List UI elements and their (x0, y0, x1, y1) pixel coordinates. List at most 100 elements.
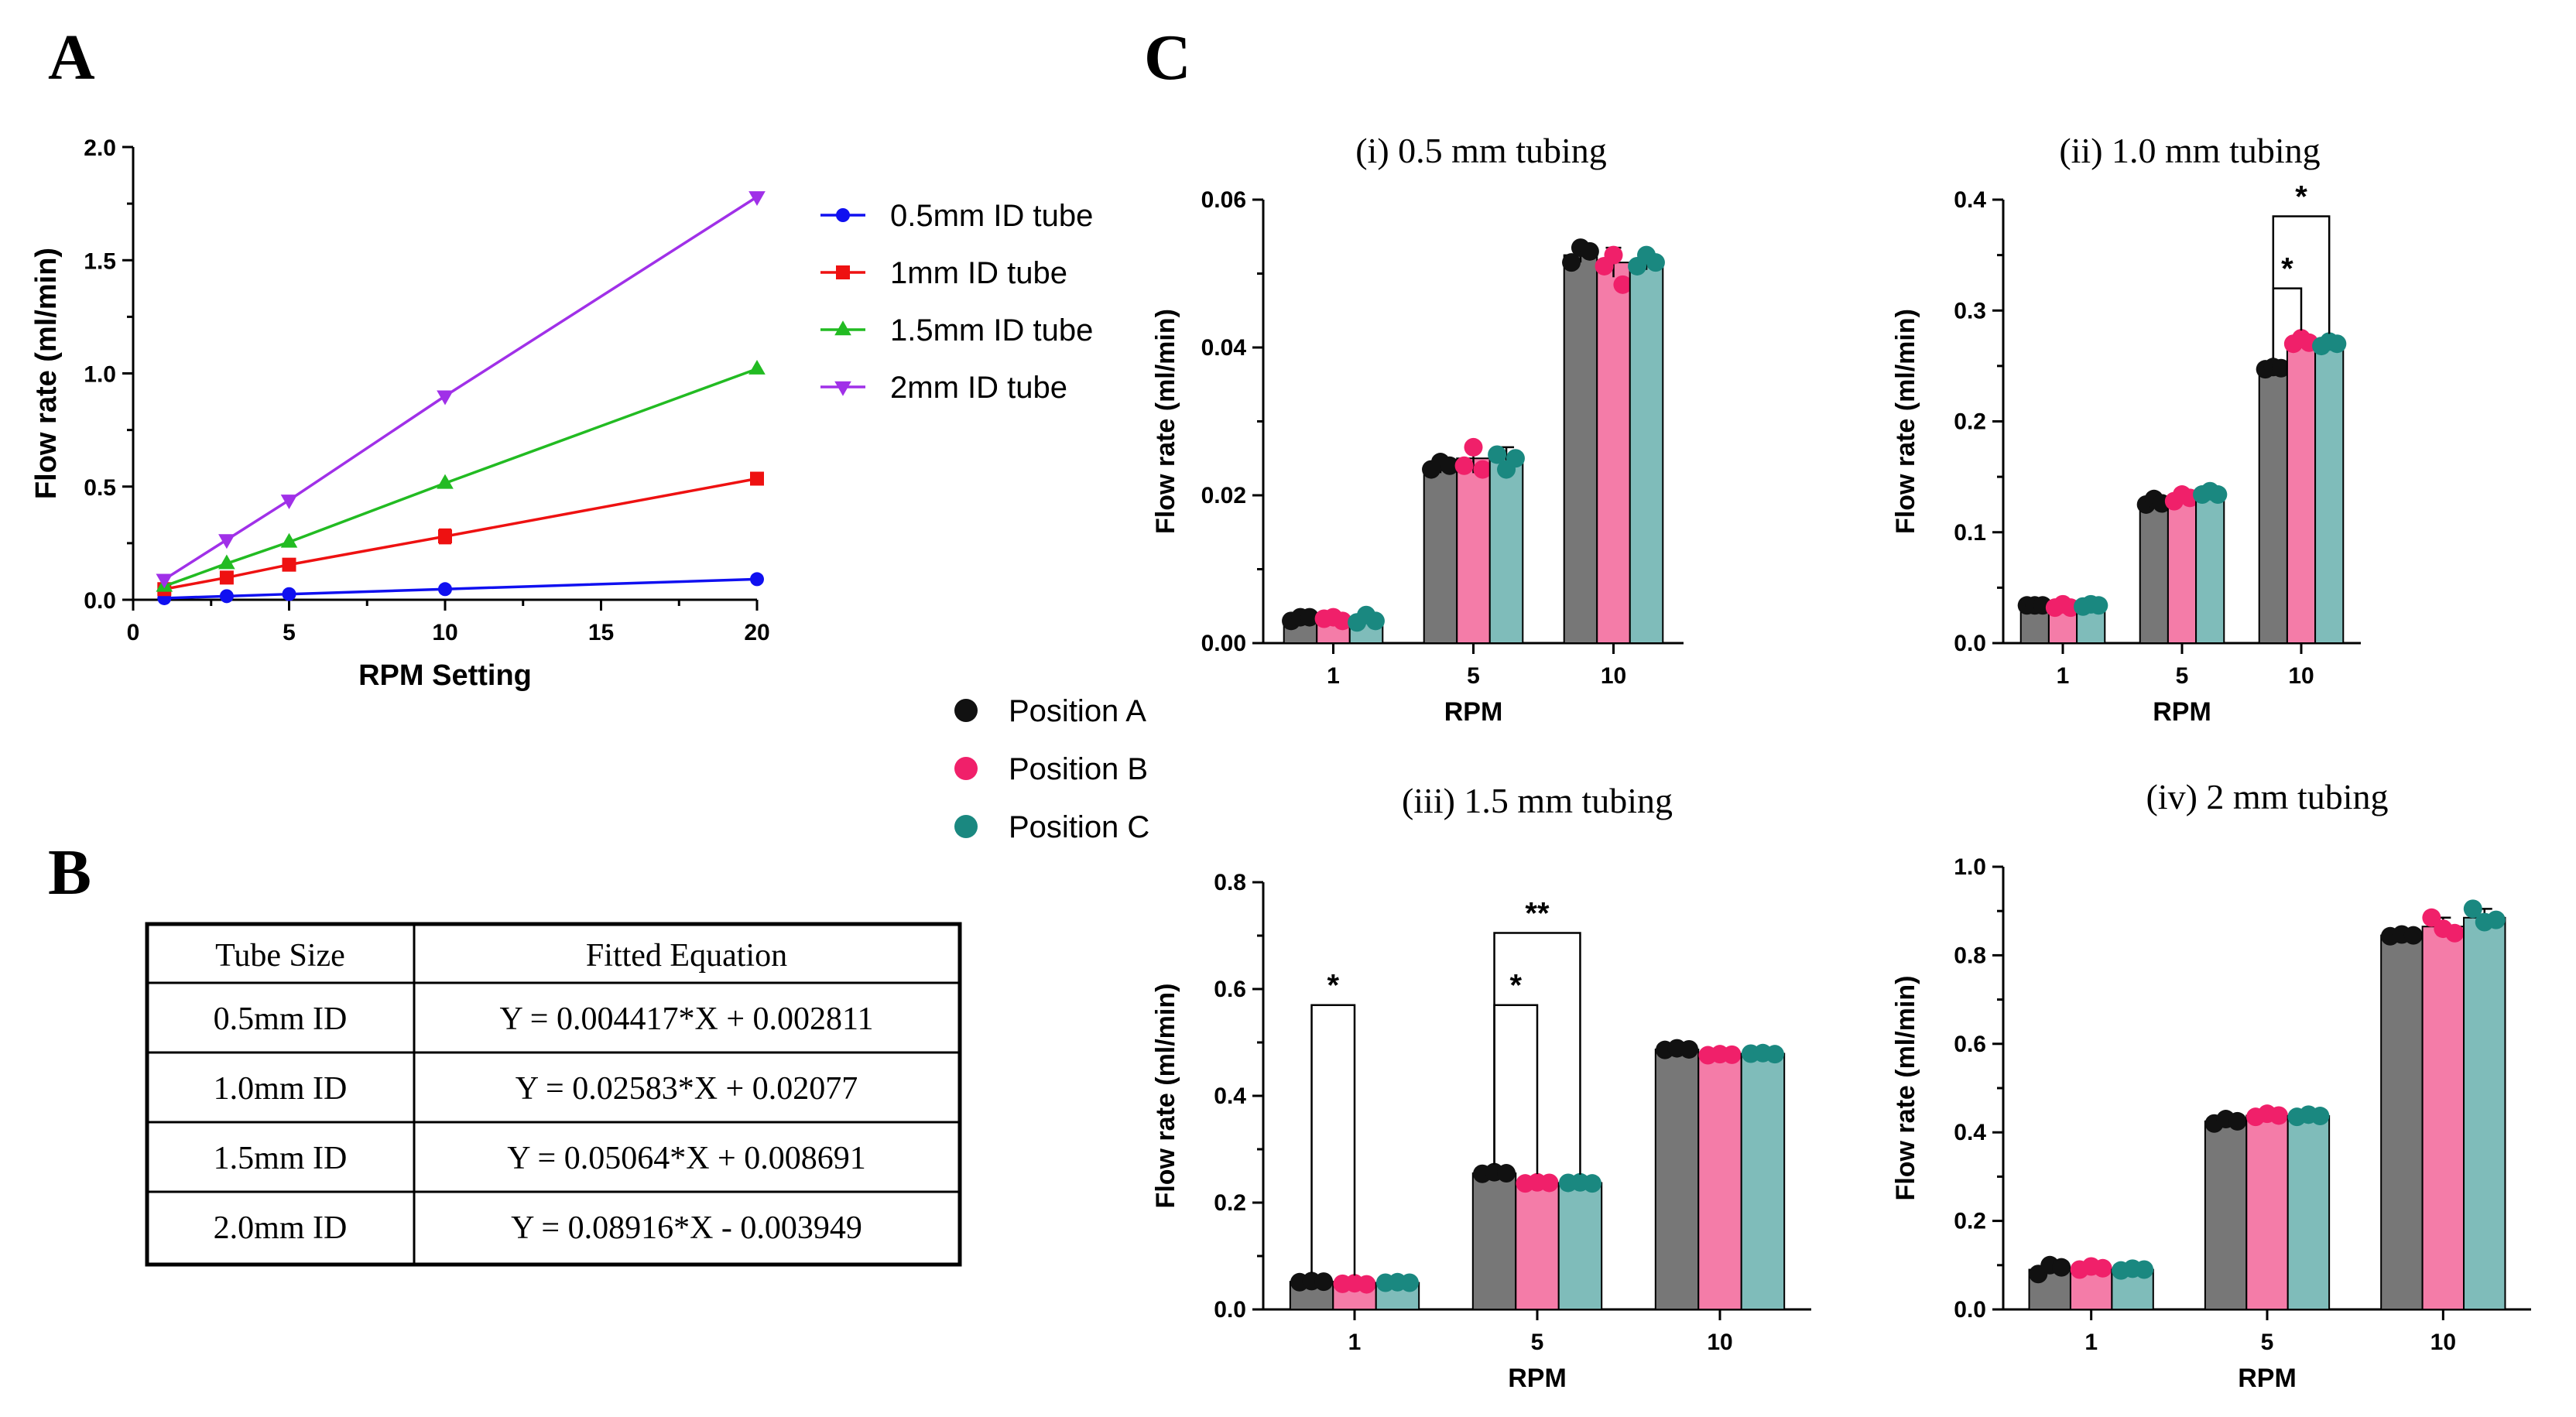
data-point (748, 191, 766, 207)
data-point (2311, 1107, 2330, 1126)
table-cell: 1.5mm ID (214, 1141, 348, 1176)
y-tick-label: 1.0 (1954, 854, 1986, 880)
data-point (2228, 1111, 2247, 1131)
data-point (1399, 1273, 1419, 1292)
y-tick-label: 0.2 (1954, 409, 1986, 435)
bar (2167, 497, 2197, 645)
data-point (282, 587, 296, 601)
data-point (1473, 460, 1492, 479)
bar (1697, 1053, 1742, 1310)
legend-label: 2mm ID tube (890, 371, 1067, 405)
data-point (1488, 445, 1507, 464)
line-chart-a: 0.0 0.5 1.0 1.5 2.0 0 5 10 15 20 RPM Setting Flow r… (30, 135, 1093, 692)
chart-title: (iii) 1.5 mm tubing (1402, 781, 1673, 820)
legend-marker-position-a (954, 699, 978, 722)
bar (1488, 457, 1524, 644)
bar (1654, 1048, 1700, 1310)
data-point (1454, 456, 1474, 475)
data-point (1680, 1039, 1699, 1059)
data-point (1497, 1164, 1516, 1183)
table-cell: 2.0mm ID (214, 1210, 348, 1246)
x-tick-label: 5 (283, 620, 296, 645)
data-point (2089, 596, 2108, 615)
bar (2258, 367, 2288, 644)
x-tick-label: 1 (1348, 1330, 1362, 1355)
x-tick-label: 10 (2430, 1330, 2456, 1355)
data-point (834, 381, 851, 396)
data-point (1440, 456, 1459, 475)
bar (2287, 1115, 2331, 1311)
y-tick-label: 0.8 (1954, 943, 1986, 968)
chart-title: (i) 0.5 mm tubing (1355, 131, 1607, 170)
legend-label: 1.5mm ID tube (890, 313, 1093, 347)
x-axis-label: RPM Setting (358, 659, 532, 692)
data-point (218, 534, 235, 549)
y-axis-label: Flow rate (ml/min) (1151, 984, 1180, 1209)
bar (1557, 1182, 1603, 1310)
data-point (280, 532, 298, 548)
bar (2286, 341, 2317, 644)
significance-bracket (1310, 1004, 1356, 1276)
series-line (163, 195, 758, 581)
bar (1596, 262, 1631, 644)
data-point (1506, 449, 1525, 468)
y-tick-label: 0.00 (1201, 631, 1246, 656)
data-point (1613, 275, 1632, 294)
y-tick-label: 0.5 (84, 475, 116, 501)
data-point (2052, 1258, 2071, 1277)
data-point (2463, 899, 2482, 919)
y-tick-label: 0.06 (1201, 187, 1246, 213)
x-tick-label: 5 (2261, 1330, 2274, 1355)
significance-bracket (2272, 215, 2331, 358)
y-tick-label: 0.2 (1954, 1209, 1986, 1234)
chart-title: (iv) 2 mm tubing (2146, 777, 2388, 816)
data-point (750, 471, 764, 486)
panel-label-a: A (48, 22, 95, 94)
data-point (1562, 253, 1581, 272)
bar (2204, 1120, 2248, 1311)
data-point (2093, 1258, 2112, 1278)
x-tick-label: 10 (1707, 1330, 1732, 1355)
y-tick-label: 0.0 (84, 588, 116, 614)
significance-label: * (1327, 969, 1339, 1003)
significance-bracket (1493, 932, 1581, 1175)
significance-label: ** (1525, 897, 1550, 931)
panel-label-c: C (1144, 22, 1191, 94)
table-cell: Y = 0.004417*X + 0.002811 (500, 1001, 874, 1037)
data-point (2271, 358, 2290, 378)
y-tick-label: 0.8 (1214, 870, 1246, 895)
legend-label: 1mm ID tube (890, 256, 1067, 290)
bar-chart-c-ii: (ii) 1.0 mm tubing 0.0 0.1 0.2 0.3 0.4 1 5 10 RPM… (1891, 131, 2361, 727)
x-tick-label: 0 (127, 620, 140, 645)
y-tick-label: 2.0 (84, 135, 116, 161)
data-point (1722, 1045, 1742, 1064)
bar (1515, 1182, 1560, 1310)
data-point (1582, 1174, 1601, 1193)
significance-label: * (2295, 180, 2307, 214)
bar (2463, 916, 2506, 1311)
data-point (1300, 608, 1319, 627)
x-tick-label: 5 (2176, 663, 2189, 689)
bar (1740, 1052, 1786, 1310)
x-axis-label: RPM (1508, 1364, 1567, 1393)
bar (1471, 1172, 1517, 1311)
data-point (437, 390, 454, 406)
data-point (1314, 1272, 1334, 1292)
data-point (2269, 1106, 2288, 1125)
data-point (1540, 1173, 1559, 1193)
data-point (156, 573, 173, 589)
data-point (282, 557, 296, 572)
bar-chart-c-iv: (iv) 2 mm tubing 0.0 0.2 0.4 0.6 0.8 1.0 1 5 10 RP… (1891, 777, 2531, 1393)
bar (1563, 254, 1598, 644)
series-line (163, 368, 758, 588)
position-legend: Position A Position B Position C (954, 694, 1149, 844)
y-tick-label: 0.6 (1954, 1032, 1986, 1057)
bar-chart-c-i: (i) 0.5 mm tubing 0.00 0.02 0.04 0.06 1 5 10 RPM… (1151, 131, 1684, 727)
x-tick-label: 10 (1601, 663, 1626, 689)
y-tick-label: 0.04 (1201, 335, 1247, 361)
data-point (280, 495, 298, 509)
data-point (836, 208, 850, 222)
x-tick-label: 5 (1531, 1330, 1544, 1355)
legend-marker-position-c (954, 815, 978, 838)
data-point (1646, 253, 1665, 272)
